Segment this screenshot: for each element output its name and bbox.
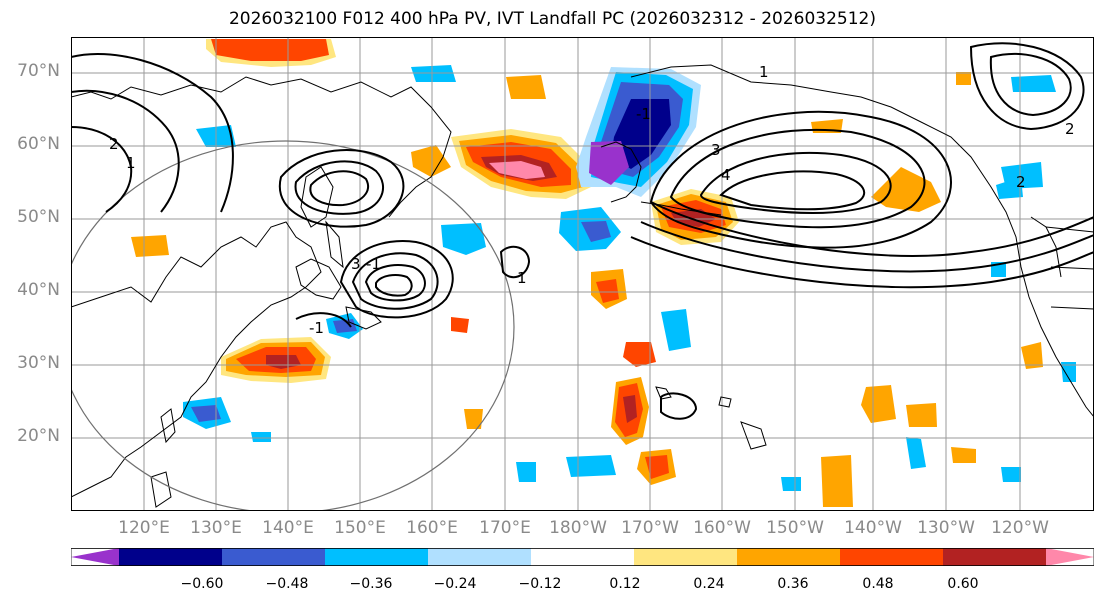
contour-label-h: 4	[721, 166, 731, 184]
contour-labels: 2 1 -1 3 -1 1 3 4 2 -1 1 2	[109, 63, 1075, 337]
colorbar-tick-label: −0.48	[265, 576, 309, 592]
lon-label-130e: 130°E	[190, 518, 242, 538]
colorbar-extend-max	[1046, 548, 1094, 566]
colorbar-tick-label: −0.12	[518, 576, 562, 592]
colorbar-swatch	[634, 548, 738, 566]
landfall-region-circle	[71, 140, 515, 511]
contour-label-e: -1	[366, 255, 381, 273]
colorbar-tick-label: 0.12	[609, 576, 641, 592]
colorbar-swatch	[840, 548, 944, 566]
colorbar-swatch	[428, 548, 532, 566]
lat-label-50n: 50°N	[17, 207, 60, 227]
contour-label-i: 2	[1016, 173, 1026, 191]
colorbar-tick-label: 0.60	[947, 576, 979, 592]
positive-anomaly-kamchatka-sea	[451, 129, 591, 199]
colorbar-swatch	[325, 548, 429, 566]
colorbar-tick-label: 0.48	[862, 576, 894, 592]
lon-label-140e: 140°E	[262, 518, 314, 538]
map-panel: 2 1 -1 3 -1 1 3 4 2 -1 1 2	[71, 37, 1094, 511]
positive-anomaly-east-pacific	[131, 72, 1043, 507]
contour-label-g: 3	[711, 141, 721, 159]
positive-anomaly-west-pacific	[221, 337, 331, 383]
colorbar	[71, 548, 1094, 566]
lat-label-60n: 60°N	[17, 134, 60, 154]
lon-label-150e: 150°E	[334, 518, 386, 538]
lon-label-160e: 160°E	[406, 518, 458, 538]
contour-label-j: -1	[636, 105, 651, 123]
lat-label-20n: 20°N	[17, 426, 60, 446]
colorbar-swatch	[222, 548, 326, 566]
contour-label-d: 3	[351, 255, 361, 273]
contour-label-a: 2	[109, 135, 119, 153]
lon-label-170e: 170°E	[479, 518, 531, 538]
lat-label-30n: 30°N	[17, 353, 60, 373]
colorbar-tick-label: 0.36	[777, 576, 809, 592]
contour-label-l: 2	[1065, 120, 1075, 138]
contour-label-k: 1	[759, 63, 769, 81]
colorbar-tick-label: 0.24	[693, 576, 725, 592]
colorbar-tick-label: −0.24	[433, 576, 477, 592]
map-title: 2026032100 F012 400 hPa PV, IVT Landfall…	[228, 9, 876, 29]
graticule	[71, 37, 1094, 511]
colorbar-tick-label: −0.60	[180, 576, 224, 592]
map-frame	[71, 37, 1094, 511]
lat-label-40n: 40°N	[17, 280, 60, 300]
pv-contours	[71, 42, 1094, 420]
lon-label-140w: 140°W	[844, 518, 902, 538]
contour-label-b: 1	[126, 154, 136, 172]
negative-anomaly-alaska-bering	[559, 67, 701, 251]
colorbar-swatch	[119, 548, 223, 566]
lon-label-160w: 160°W	[693, 518, 751, 538]
positive-anomaly-top-center	[206, 39, 336, 67]
coastlines	[71, 64, 1094, 508]
colorbar-swatches	[71, 548, 1094, 566]
pv-anomaly-fills	[131, 39, 1076, 507]
contour-label-c: -1	[309, 319, 324, 337]
colorbar-tick-label: −0.36	[349, 576, 393, 592]
lon-label-150w: 150°W	[766, 518, 824, 538]
lat-label-70n: 70°N	[17, 61, 60, 81]
contour-label-f: 1	[517, 269, 527, 287]
colorbar-swatch	[737, 548, 841, 566]
lon-label-130w: 130°W	[917, 518, 975, 538]
lon-label-170w: 170°W	[621, 518, 679, 538]
colorbar-swatch	[943, 548, 1047, 566]
colorbar-extend-min	[71, 548, 119, 566]
lon-label-120w: 120°W	[991, 518, 1049, 538]
lon-label-120e: 120°E	[118, 518, 170, 538]
lon-label-180w: 180°W	[549, 518, 607, 538]
positive-anomaly-central-pacific	[591, 269, 676, 485]
colorbar-swatch	[531, 548, 635, 566]
